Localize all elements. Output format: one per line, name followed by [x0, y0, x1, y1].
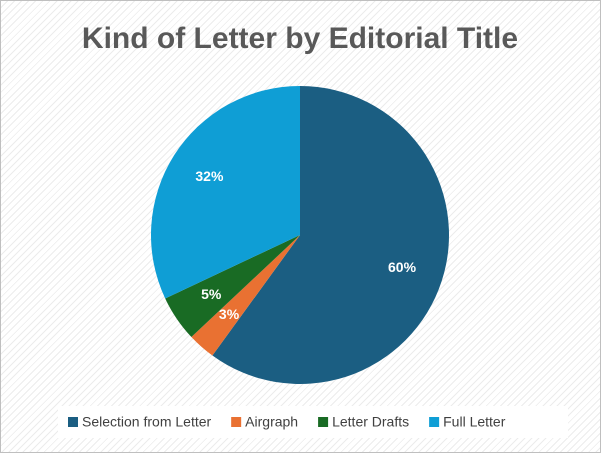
legend-box — [58, 406, 568, 438]
chart-title: Kind of Letter by Editorial Title — [82, 22, 518, 55]
pie-slice — [212, 86, 449, 385]
data-label: 60% — [388, 259, 417, 275]
pie-slice — [165, 235, 300, 337]
legend-label: Selection from Letter — [82, 414, 212, 430]
data-label: 5% — [201, 286, 222, 302]
legend-swatch — [68, 417, 78, 427]
legend-label: Full Letter — [443, 414, 506, 430]
legend-swatch — [429, 417, 440, 427]
legend-swatch — [318, 417, 329, 427]
legend-label: Airgraph — [245, 414, 298, 430]
pie-slice — [150, 85, 300, 299]
legend-label: Letter Drafts — [332, 414, 409, 430]
pie-slice — [191, 235, 300, 356]
data-label: 3% — [219, 306, 240, 322]
data-label: 32% — [195, 168, 224, 184]
legend-swatch — [231, 417, 242, 427]
